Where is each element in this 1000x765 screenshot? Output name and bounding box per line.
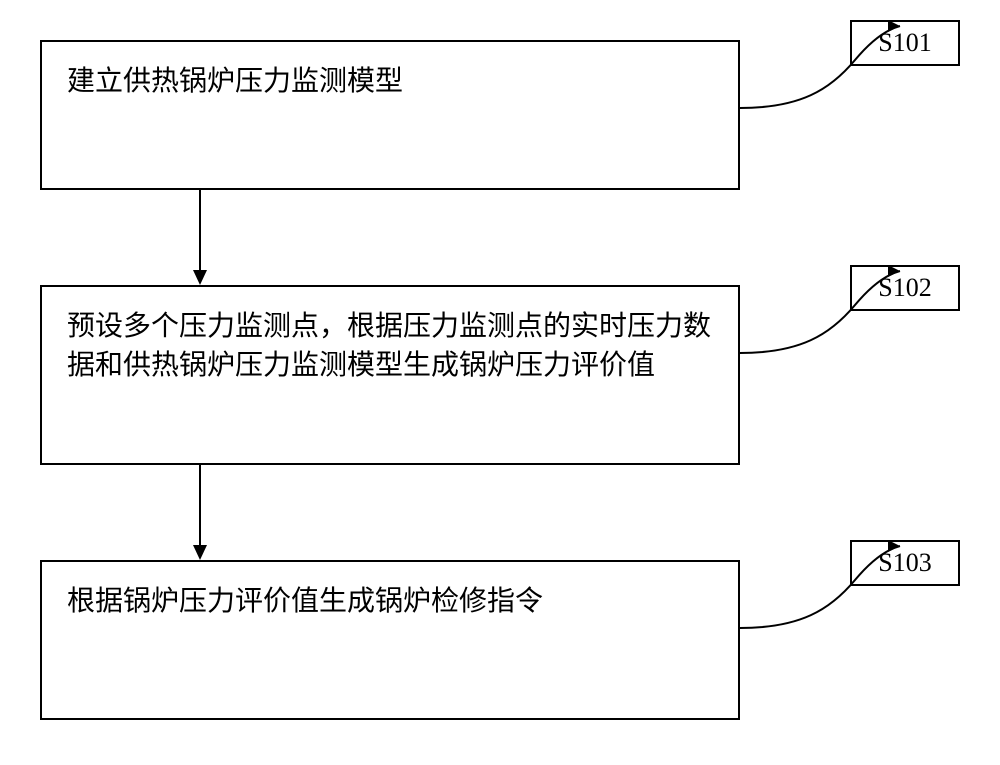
arrow-head-icon xyxy=(888,265,900,277)
arrow-head-icon xyxy=(193,270,207,285)
step-text: 建立供热锅炉压力监测模型 xyxy=(67,62,403,101)
arrow-head-icon xyxy=(193,545,207,560)
curve-s103 xyxy=(740,540,910,640)
arrow-head-icon xyxy=(888,20,900,32)
curve-s101 xyxy=(740,20,910,120)
curve-path xyxy=(740,546,900,628)
curve-path xyxy=(740,271,900,353)
step-box-s101: 建立供热锅炉压力监测模型 xyxy=(40,40,740,190)
arrow-head-icon xyxy=(888,540,900,552)
curve-path xyxy=(740,26,900,108)
arrow-s102-s103 xyxy=(190,465,210,560)
arrow-s101-s102 xyxy=(190,190,210,285)
flowchart-container: { "diagram": { "type": "flowchart", "bac… xyxy=(0,0,1000,765)
step-text: 预设多个压力监测点，根据压力监测点的实时压力数据和供热锅炉压力监测模型生成锅炉压… xyxy=(67,307,713,385)
curve-s102 xyxy=(740,265,910,365)
step-text: 根据锅炉压力评价值生成锅炉检修指令 xyxy=(67,582,543,621)
step-box-s103: 根据锅炉压力评价值生成锅炉检修指令 xyxy=(40,560,740,720)
step-box-s102: 预设多个压力监测点，根据压力监测点的实时压力数据和供热锅炉压力监测模型生成锅炉压… xyxy=(40,285,740,465)
